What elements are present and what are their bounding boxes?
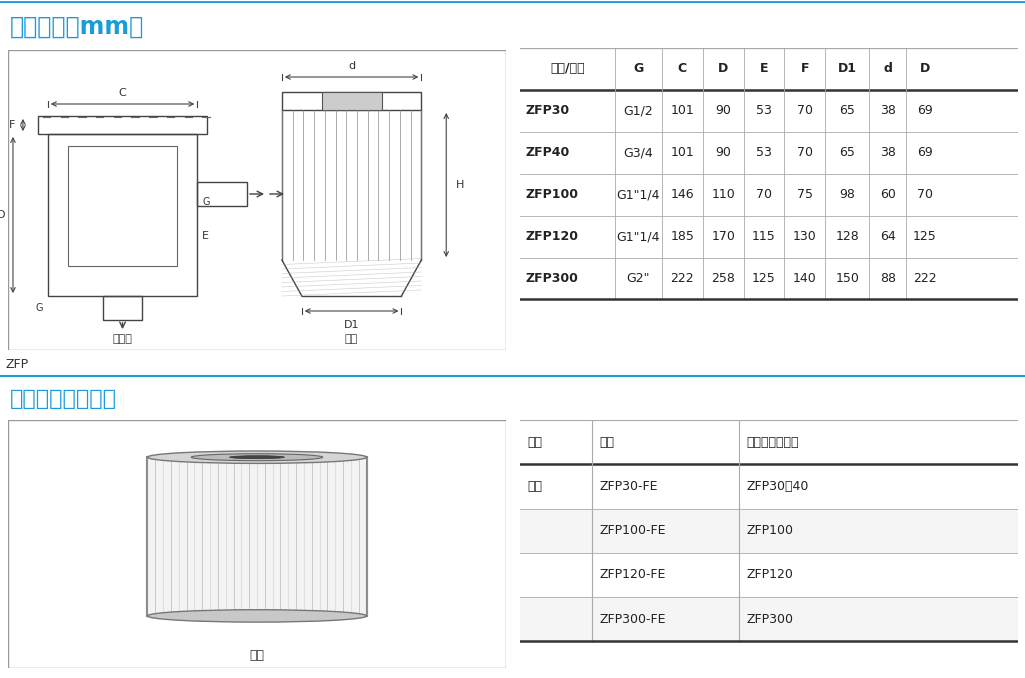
Text: 70: 70 — [796, 146, 813, 159]
Text: 170: 170 — [711, 230, 735, 243]
Text: ZFP120: ZFP120 — [746, 568, 793, 582]
Text: 128: 128 — [835, 230, 859, 243]
Bar — [197, 182, 247, 206]
Text: 型号/尺寸: 型号/尺寸 — [550, 62, 584, 75]
Text: ZFP300: ZFP300 — [746, 613, 793, 626]
Text: 53: 53 — [756, 146, 772, 159]
Text: ZFP100-FE: ZFP100-FE — [600, 524, 666, 537]
Text: 65: 65 — [839, 146, 855, 159]
Text: 过滤器: 过滤器 — [113, 334, 132, 344]
Text: d: d — [348, 61, 356, 71]
Text: 185: 185 — [670, 230, 694, 243]
Text: G1/2: G1/2 — [623, 104, 653, 117]
Ellipse shape — [148, 610, 367, 622]
Text: D: D — [919, 62, 930, 75]
Ellipse shape — [192, 454, 323, 460]
Text: 222: 222 — [913, 272, 937, 285]
Text: C: C — [119, 88, 126, 98]
Text: 38: 38 — [879, 146, 896, 159]
Text: ZFP40: ZFP40 — [526, 146, 570, 159]
Text: D: D — [719, 62, 729, 75]
Bar — [520, 508, 1018, 553]
Text: 115: 115 — [752, 230, 776, 243]
Text: 滤芯: 滤芯 — [345, 334, 359, 344]
Text: 60: 60 — [879, 188, 896, 201]
Text: 65: 65 — [839, 104, 855, 117]
Bar — [68, 146, 177, 266]
Text: D1: D1 — [343, 320, 360, 330]
Text: G3/4: G3/4 — [623, 146, 653, 159]
Text: G2": G2" — [626, 272, 650, 285]
Text: G1"1/4: G1"1/4 — [616, 188, 660, 201]
Text: 滤芯: 滤芯 — [249, 649, 264, 662]
Text: D: D — [0, 210, 5, 220]
Bar — [322, 92, 381, 110]
Text: E: E — [760, 62, 769, 75]
Text: 98: 98 — [839, 188, 855, 201]
Text: C: C — [678, 62, 687, 75]
Text: ZFP100: ZFP100 — [746, 524, 793, 537]
Text: 70: 70 — [796, 104, 813, 117]
Text: 70: 70 — [756, 188, 772, 201]
Text: 尺寸规格（mm）: 尺寸规格（mm） — [10, 15, 145, 39]
Text: G1"1/4: G1"1/4 — [616, 230, 660, 243]
Text: ZFP30、40: ZFP30、40 — [746, 480, 809, 493]
Text: d: d — [884, 62, 892, 75]
Text: ZFP120: ZFP120 — [526, 230, 579, 243]
Text: 101: 101 — [670, 104, 694, 117]
Text: F: F — [9, 120, 15, 130]
Bar — [102, 296, 142, 320]
Text: G: G — [202, 197, 210, 207]
Text: ZFP30-FE: ZFP30-FE — [600, 480, 658, 493]
Text: D1: D1 — [837, 62, 857, 75]
Text: ZFP100: ZFP100 — [526, 188, 579, 201]
Text: ZFP300: ZFP300 — [526, 272, 579, 285]
Text: 125: 125 — [913, 230, 937, 243]
Text: ZFP300-FE: ZFP300-FE — [600, 613, 666, 626]
Bar — [282, 92, 421, 110]
Bar — [48, 134, 197, 296]
Text: 维修组件选型规格: 维修组件选型规格 — [10, 389, 117, 410]
Text: E: E — [202, 231, 209, 241]
Ellipse shape — [230, 456, 284, 459]
Text: ZFP120-FE: ZFP120-FE — [600, 568, 666, 582]
Ellipse shape — [148, 451, 367, 463]
Text: 258: 258 — [711, 272, 735, 285]
Text: 69: 69 — [917, 146, 933, 159]
Text: G: G — [35, 303, 43, 313]
Text: 110: 110 — [711, 188, 735, 201]
Text: G: G — [633, 62, 644, 75]
Text: 130: 130 — [793, 230, 817, 243]
Text: 222: 222 — [670, 272, 694, 285]
Bar — [520, 597, 1018, 641]
Text: ZFP: ZFP — [5, 357, 28, 370]
Text: 101: 101 — [670, 146, 694, 159]
Text: 70: 70 — [917, 188, 933, 201]
Text: 69: 69 — [917, 104, 933, 117]
Text: 名称: 名称 — [528, 436, 542, 449]
Text: 88: 88 — [879, 272, 896, 285]
Text: 53: 53 — [756, 104, 772, 117]
Text: 64: 64 — [879, 230, 896, 243]
Text: 38: 38 — [879, 104, 896, 117]
Text: 75: 75 — [796, 188, 813, 201]
Text: 125: 125 — [752, 272, 776, 285]
Text: ZFP30: ZFP30 — [526, 104, 570, 117]
Bar — [38, 116, 207, 134]
Text: 型号: 型号 — [600, 436, 615, 449]
Text: 146: 146 — [670, 188, 694, 201]
Text: H: H — [456, 180, 464, 190]
Text: F: F — [801, 62, 809, 75]
Text: 滤芯: 滤芯 — [528, 480, 542, 493]
Text: 140: 140 — [793, 272, 817, 285]
Text: 150: 150 — [835, 272, 859, 285]
Text: 适合过滤器型号: 适合过滤器型号 — [746, 436, 800, 449]
Text: 90: 90 — [715, 104, 731, 117]
Text: 90: 90 — [715, 146, 731, 159]
